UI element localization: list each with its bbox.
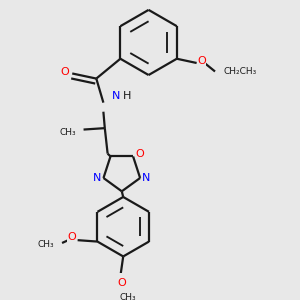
Text: O: O: [135, 149, 144, 159]
Text: N: N: [142, 173, 151, 183]
Text: O: O: [197, 56, 206, 66]
Text: CH₂CH₃: CH₂CH₃: [224, 67, 257, 76]
Text: O: O: [61, 67, 70, 77]
Text: O: O: [117, 278, 126, 287]
Text: H: H: [122, 92, 131, 101]
Text: N: N: [112, 92, 120, 101]
Text: CH₃: CH₃: [38, 240, 54, 249]
Text: CH₃: CH₃: [119, 293, 136, 300]
Text: CH₃: CH₃: [60, 128, 76, 137]
Text: O: O: [67, 232, 76, 242]
Text: N: N: [93, 173, 101, 183]
